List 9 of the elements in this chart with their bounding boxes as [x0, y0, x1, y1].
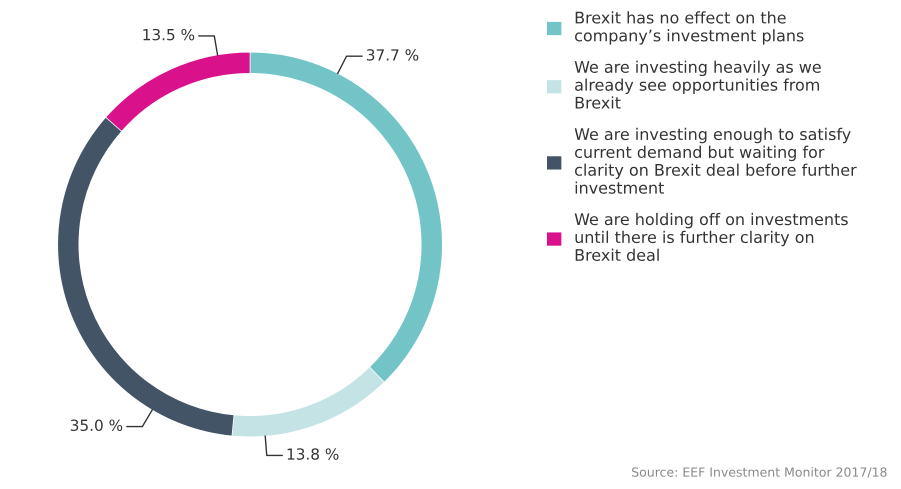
- source-note: Source: EEF Investment Monitor 2017/18: [632, 467, 887, 478]
- legend-label: Brexit has no effect on the company’s investment plans: [575, 11, 804, 45]
- legend-label: We are investing enough to satisfy current demand but waiting for clarity on Brexit deal before further investment: [574, 128, 857, 194]
- legend-label: We are investing heavily as we already see opportunities from Brexit: [574, 60, 821, 109]
- data-label: 13.5 %: [143, 28, 194, 40]
- legend-label: We are holding off on investments until there is further clarity on Brexit deal: [574, 212, 848, 262]
- data-label: 35.0 %: [70, 419, 122, 432]
- data-label: 13.8 %: [288, 448, 339, 460]
- data-label: 37.7 %: [366, 49, 418, 61]
